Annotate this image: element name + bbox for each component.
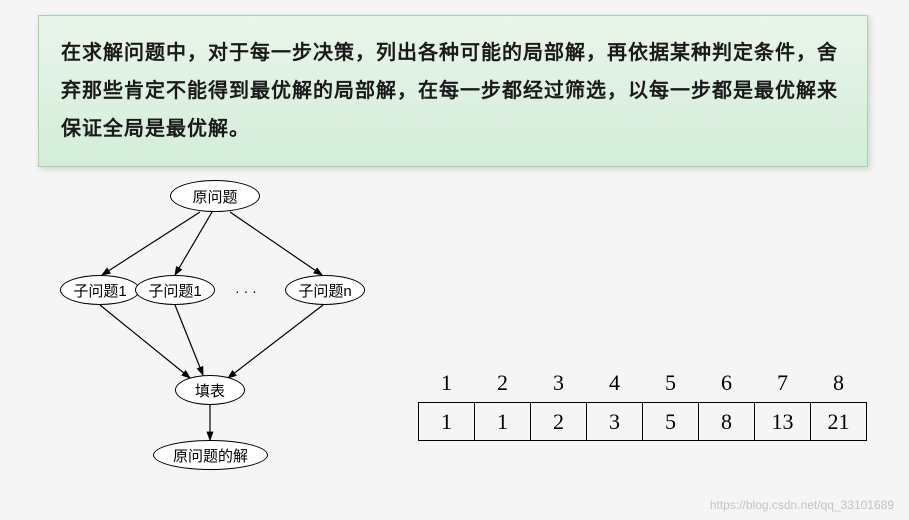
node-sol: 原问题的解: [153, 440, 268, 470]
table-data-cell: 1: [419, 403, 475, 441]
table-header-cell: 6: [699, 370, 755, 403]
table-header-cell: 3: [531, 370, 587, 403]
ellipsis-label: · · ·: [235, 283, 257, 299]
node-subn: 子问题n: [285, 275, 365, 305]
problem-tree-diagram: 原问题子问题1子问题1 子问题n 填表原问题的解 · · ·: [40, 175, 380, 505]
node-root: 原问题: [170, 180, 260, 212]
table-data-cell: 3: [587, 403, 643, 441]
table-header-cell: 7: [755, 370, 811, 403]
node-fill: 填表: [175, 375, 245, 405]
table-data-cell: 8: [699, 403, 755, 441]
fibonacci-table: 12345678 1123581321: [418, 370, 867, 441]
watermark-text: https://blog.csdn.net/qq_33101689: [710, 498, 894, 512]
number-table: 12345678 1123581321: [418, 370, 867, 441]
table-data-cell: 2: [531, 403, 587, 441]
table-data-cell: 21: [811, 403, 867, 441]
table-header-cell: 1: [419, 370, 475, 403]
description-box: 在求解问题中，对于每一步决策，列出各种可能的局部解，再依据某种判定条件，舍弃那些…: [38, 15, 868, 167]
table-header-cell: 5: [643, 370, 699, 403]
table-header-cell: 8: [811, 370, 867, 403]
table-data-cell: 1: [475, 403, 531, 441]
table-header-cell: 2: [475, 370, 531, 403]
node-sub1: 子问题1: [60, 275, 140, 305]
table-data-cell: 5: [643, 403, 699, 441]
table-header-cell: 4: [587, 370, 643, 403]
node-sub2: 子问题1: [135, 275, 215, 305]
table-data-cell: 13: [755, 403, 811, 441]
description-text: 在求解问题中，对于每一步决策，列出各种可能的局部解，再依据某种判定条件，舍弃那些…: [61, 34, 845, 148]
